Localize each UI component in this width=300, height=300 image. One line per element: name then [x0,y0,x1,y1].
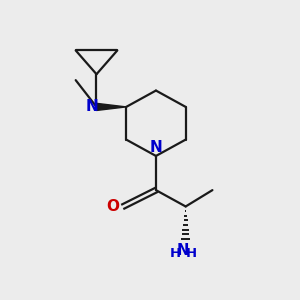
Polygon shape [97,103,126,110]
Text: N: N [150,140,162,155]
Text: H: H [185,248,197,260]
Text: N: N [177,243,190,258]
Text: O: O [107,199,120,214]
Text: H: H [170,248,181,260]
Text: N: N [85,99,98,114]
